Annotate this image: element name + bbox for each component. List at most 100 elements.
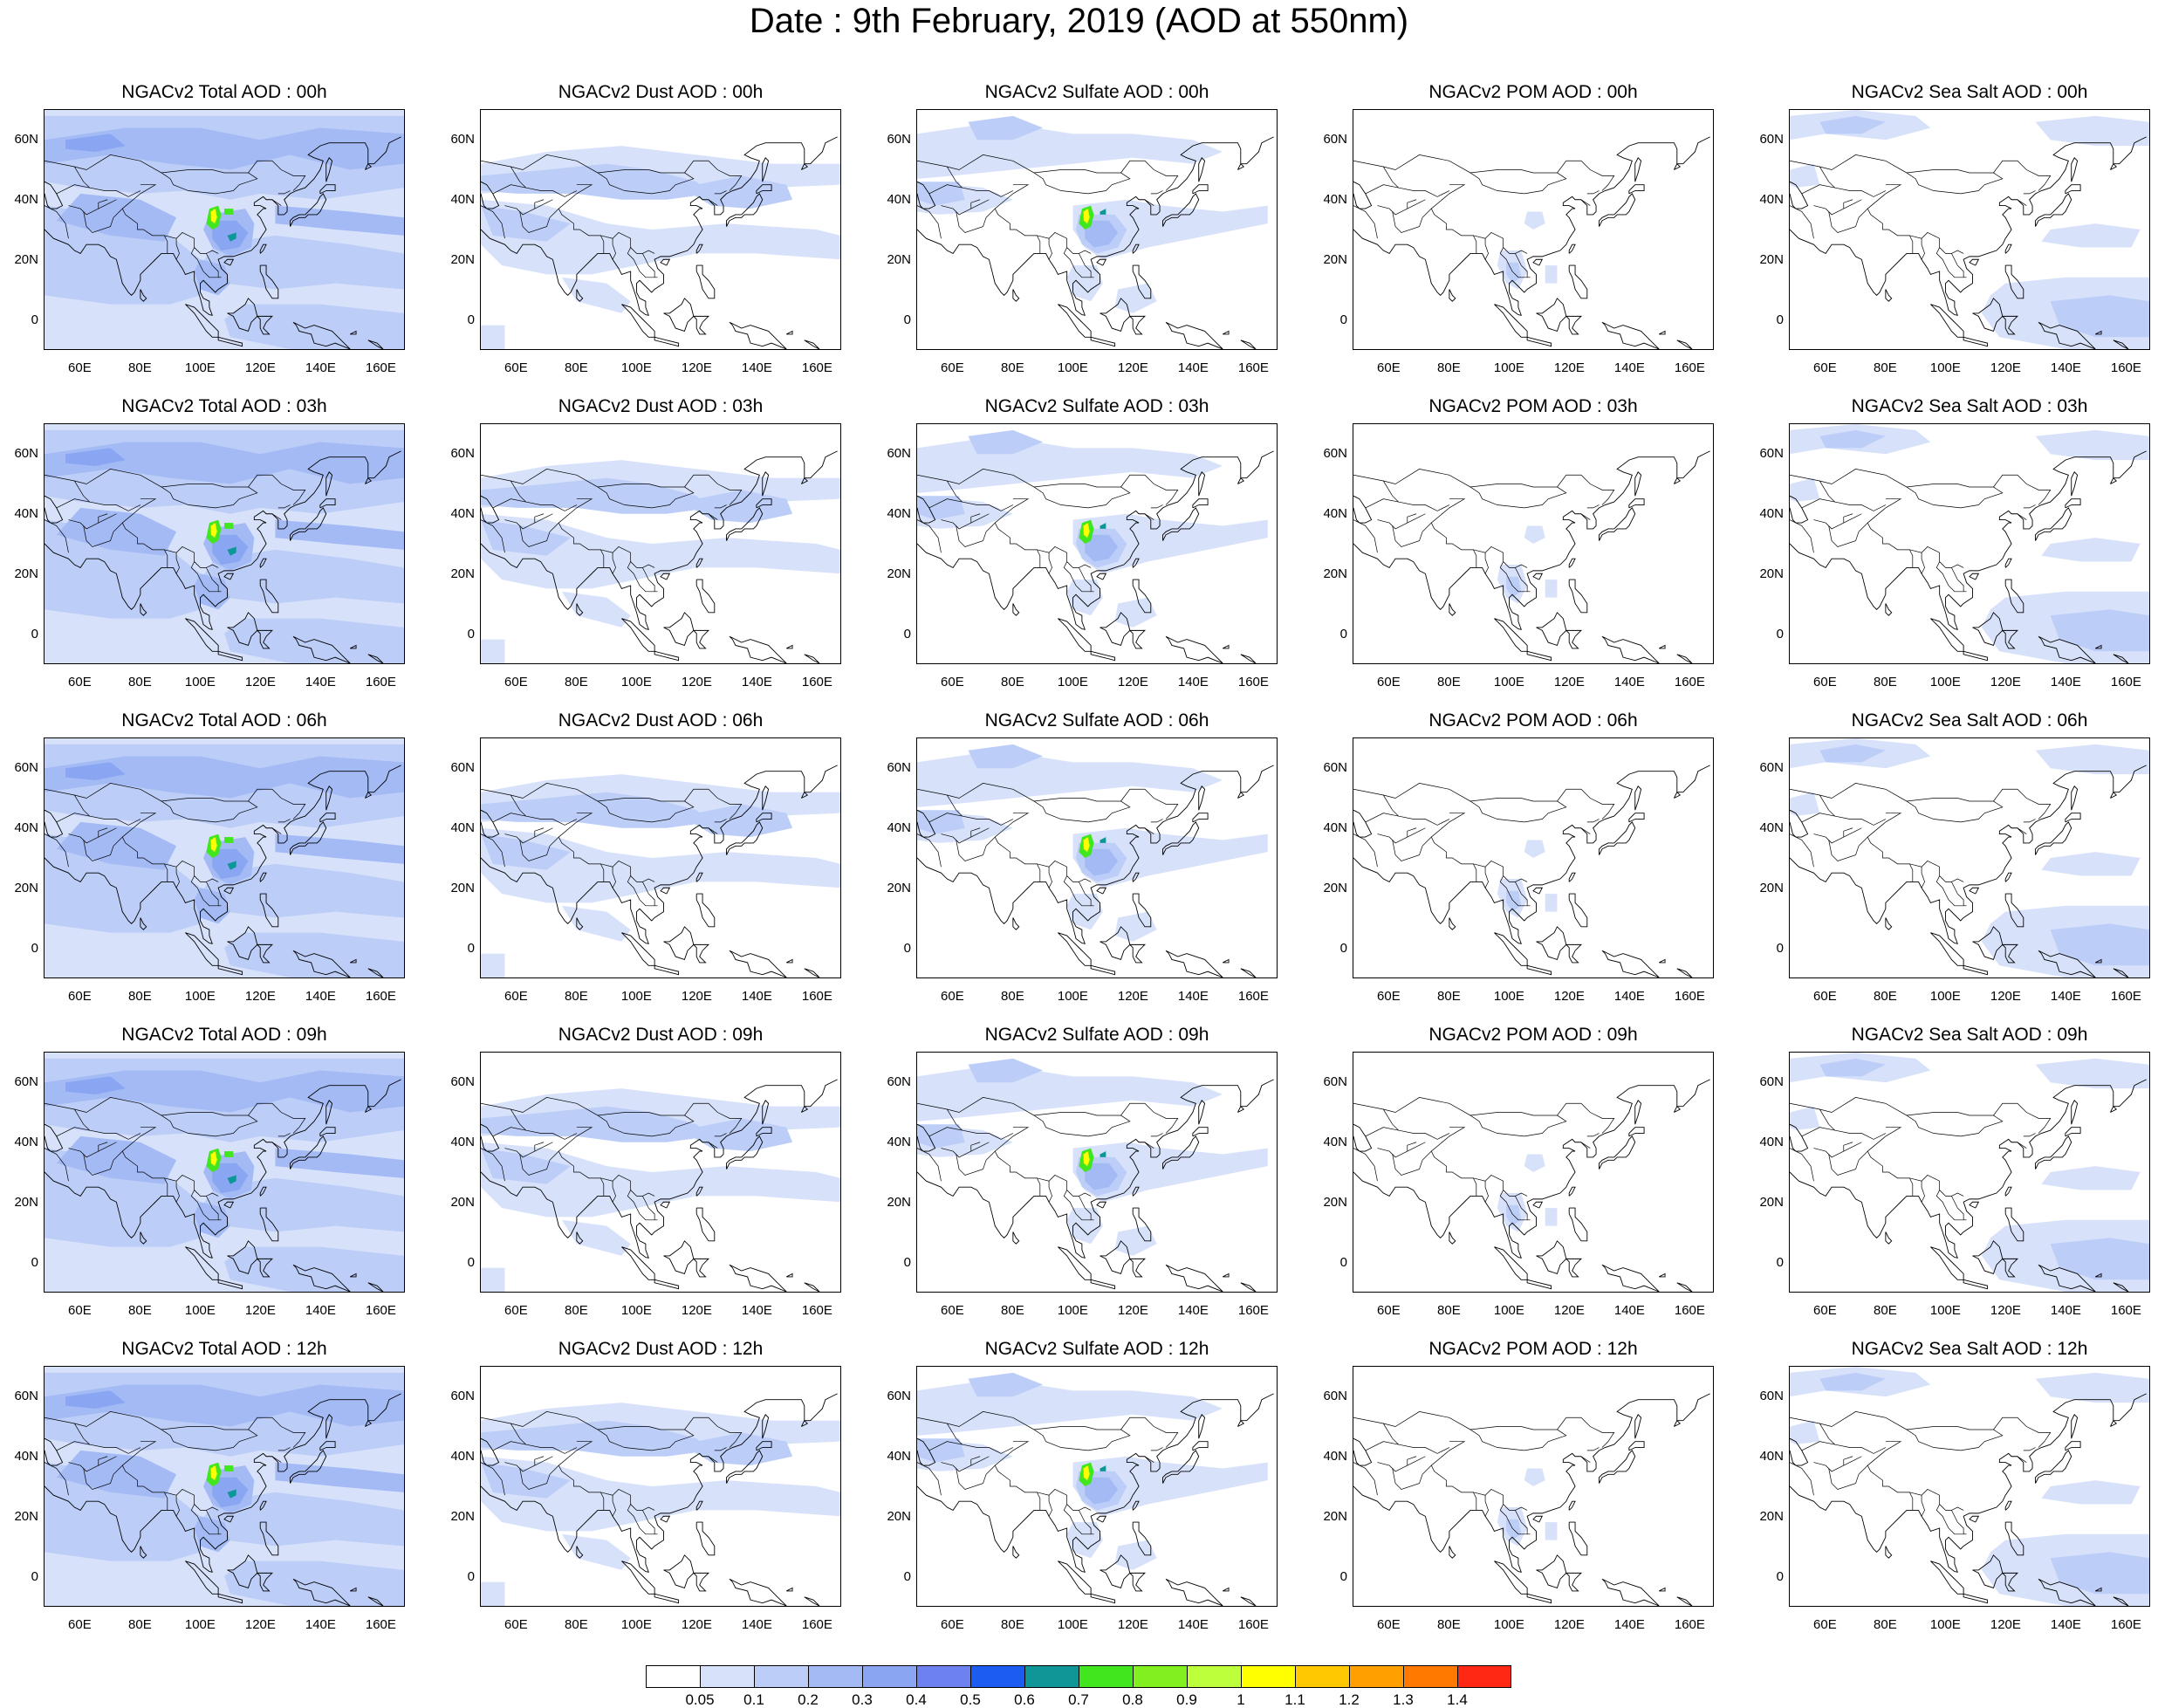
- coastline: [1969, 1515, 1980, 1523]
- coastline: [223, 258, 235, 266]
- country-border: [277, 504, 291, 509]
- aod-field-region: [2035, 115, 2149, 147]
- coastline: [785, 330, 793, 335]
- country-border: [558, 1127, 593, 1152]
- lon-tick-label: 140E: [1613, 360, 1645, 375]
- aod-field-region: [481, 833, 571, 870]
- lon-tick-label: 140E: [2050, 1303, 2081, 1318]
- country-border: [510, 1423, 526, 1445]
- country-border: [122, 184, 157, 209]
- country-border: [1063, 561, 1094, 593]
- lon-tick-label: 100E: [1057, 360, 1088, 375]
- country-border: [1407, 1142, 1417, 1152]
- coastline: [367, 654, 384, 663]
- aod-field-region: [224, 209, 234, 215]
- coastline: [2002, 629, 2019, 649]
- lat-tick-label: 20N: [887, 880, 911, 895]
- coastline: [576, 603, 584, 616]
- aod-field-region: [561, 277, 631, 313]
- colorbar: [646, 1665, 1511, 1688]
- coastline: [349, 1587, 357, 1592]
- lat-tick-label: 0: [31, 312, 38, 327]
- coastline: [1930, 1246, 1964, 1280]
- country-border: [947, 1423, 963, 1445]
- lat-tick-label: 40N: [887, 191, 911, 207]
- country-border: [98, 199, 108, 209]
- coastline: [1536, 1240, 1567, 1275]
- country-border: [1033, 172, 1131, 195]
- aod-field-region: [275, 1462, 404, 1492]
- coastline: [45, 495, 64, 524]
- coastline: [785, 1272, 793, 1278]
- aod-field-region: [917, 1378, 1223, 1436]
- lat-tick-label: 20N: [450, 251, 475, 267]
- country-border: [121, 836, 219, 882]
- coastline: [2065, 184, 2081, 195]
- country-border: [612, 867, 616, 888]
- coastline: [1599, 193, 1636, 227]
- coastline: [1601, 635, 1660, 663]
- aod-field-region: [1114, 1225, 1157, 1256]
- coastline: [785, 644, 793, 649]
- coastline: [45, 1393, 401, 1573]
- aod-field-region: [917, 436, 1223, 493]
- coastline: [185, 618, 219, 652]
- country-border: [492, 1127, 578, 1140]
- lon-tick-label: 160E: [801, 989, 832, 1004]
- panel-title-sulfate-aod-1: NGACv2 Sulfate AOD : 03h: [984, 396, 1209, 416]
- lon-tick-label: 120E: [1553, 360, 1585, 375]
- aod-field-region: [45, 519, 201, 619]
- lon-tick-label: 160E: [2110, 360, 2141, 375]
- coastline: [257, 943, 274, 964]
- coastline: [1532, 1515, 1544, 1523]
- coastline: [1165, 635, 1223, 663]
- coastline: [1132, 244, 1140, 254]
- country-border: [1586, 190, 1600, 195]
- aod-field-region: [2035, 744, 2149, 775]
- lat-tick-label: 60N: [450, 131, 475, 147]
- aod-field-region: [1066, 1522, 1103, 1559]
- aod-field-region: [1819, 1372, 1886, 1391]
- lat-tick-label: 40N: [1759, 191, 1784, 207]
- coastline: [481, 181, 500, 209]
- country-border: [1407, 1456, 1417, 1466]
- aod-field-region: [1066, 265, 1103, 302]
- aod-field-region: [1085, 534, 1119, 562]
- lon-tick-label: 60E: [68, 360, 92, 375]
- coastline: [1568, 558, 1576, 568]
- coastline: [2094, 1272, 2102, 1278]
- coastline: [1658, 1272, 1666, 1278]
- coastline: [1568, 1521, 1588, 1556]
- aod-field-region: [481, 792, 712, 828]
- country-border: [1048, 552, 1052, 574]
- aod-field-region: [1819, 1058, 1886, 1077]
- lon-tick-label: 100E: [1493, 360, 1524, 375]
- coastline: [223, 573, 235, 580]
- lon-tick-label: 120E: [681, 1617, 712, 1632]
- country-border: [68, 1142, 117, 1158]
- coastline: [1790, 136, 2147, 316]
- coastline: [1198, 1100, 1206, 1125]
- country-border: [1867, 208, 1964, 254]
- country-border: [956, 522, 996, 547]
- lon-tick-label: 60E: [504, 360, 528, 375]
- aod-field-region: [224, 523, 234, 529]
- aod-field-region: [1524, 211, 1545, 230]
- lat-tick-label: 20N: [450, 566, 475, 581]
- coastline: [1353, 450, 1710, 630]
- coastline: [259, 244, 267, 254]
- country-border: [1377, 1456, 1426, 1472]
- coastline: [1353, 136, 1710, 316]
- country-border: [1469, 1429, 1567, 1451]
- aod-field-region: [1114, 283, 1157, 313]
- country-border: [600, 1177, 605, 1197]
- country-border: [481, 154, 743, 191]
- aod-field-region: [1790, 163, 1820, 189]
- country-border: [1365, 1127, 1450, 1140]
- aod-field-region: [200, 549, 404, 604]
- coastline: [2035, 1450, 2072, 1484]
- lat-tick-label: 40N: [14, 1134, 38, 1149]
- country-border: [534, 827, 545, 838]
- country-border: [917, 1411, 1179, 1448]
- country-border: [504, 199, 553, 216]
